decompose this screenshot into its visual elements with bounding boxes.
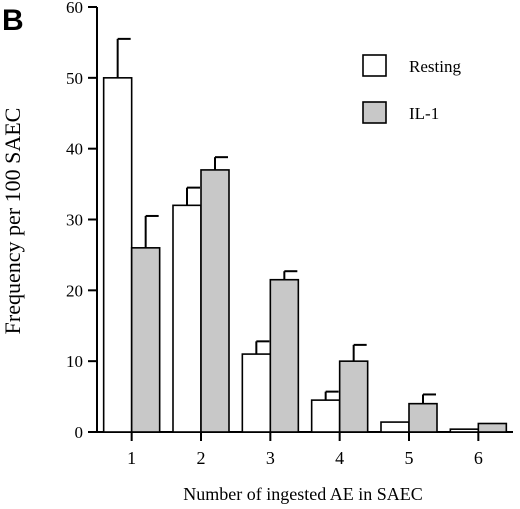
axes: 0 10 20 30 40 50 60 1 2 3 4 5 6 bbox=[66, 0, 513, 468]
y-tick-label: 60 bbox=[66, 0, 83, 17]
bar-il-1-2 bbox=[200, 169, 230, 433]
x-tick-label: 5 bbox=[405, 448, 414, 468]
bar-il-1-1 bbox=[130, 247, 161, 433]
y-axis-label: Frequency per 100 SAEC bbox=[0, 108, 25, 335]
y-tick-label: 20 bbox=[66, 281, 83, 300]
bar-resting-6 bbox=[449, 428, 480, 433]
bar-resting-3 bbox=[241, 353, 272, 433]
bar-il-1-4 bbox=[338, 360, 369, 433]
x-tick-label: 4 bbox=[335, 448, 344, 468]
y-tick-label: 40 bbox=[66, 140, 83, 159]
x-tick-label: 1 bbox=[127, 448, 136, 468]
y-tick-label: 50 bbox=[66, 69, 83, 88]
bar-resting-1 bbox=[102, 77, 133, 433]
legend: Resting IL-1 bbox=[362, 54, 461, 124]
panel-label: B bbox=[2, 4, 24, 37]
legend-swatch bbox=[362, 54, 387, 77]
legend-label: Resting bbox=[409, 57, 461, 76]
bar-resting-4 bbox=[310, 399, 341, 433]
legend-swatch bbox=[362, 101, 387, 124]
y-tick-label: 30 bbox=[66, 211, 83, 230]
x-tick-label: 6 bbox=[474, 448, 483, 468]
bar-il-1-3 bbox=[269, 278, 300, 433]
bar-il-1-6 bbox=[477, 422, 508, 433]
bar-resting-2 bbox=[172, 204, 202, 433]
x-axis-label: Number of ingested AE in SAEC bbox=[183, 484, 422, 504]
bars bbox=[102, 37, 508, 433]
bar-resting-5 bbox=[380, 421, 410, 433]
y-tick-label: 10 bbox=[66, 352, 83, 371]
x-tick-label: 2 bbox=[197, 448, 206, 468]
legend-label: IL-1 bbox=[409, 104, 439, 123]
x-tick-label: 3 bbox=[266, 448, 275, 468]
bar-il-1-5 bbox=[408, 402, 438, 433]
y-tick-label: 0 bbox=[75, 423, 84, 442]
